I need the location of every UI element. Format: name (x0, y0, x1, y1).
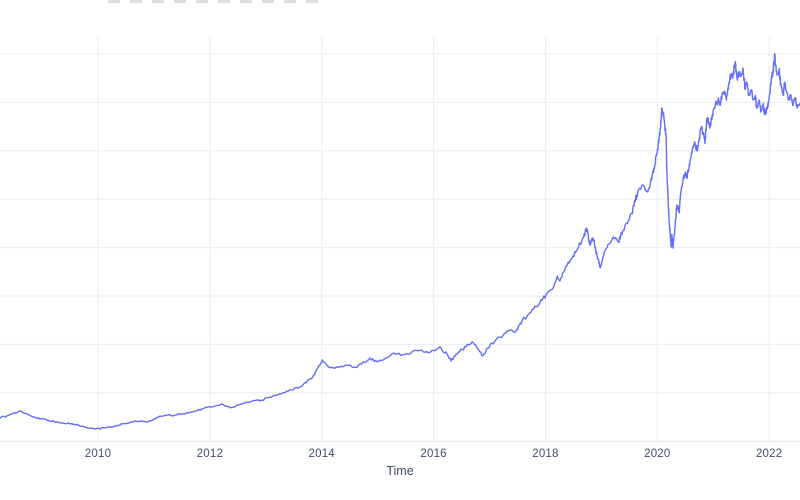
x-tick-label: 2018 (532, 448, 559, 460)
x-tick-label: 2010 (84, 448, 112, 460)
price-line (0, 53, 800, 430)
x-tick-label: 2012 (196, 448, 224, 460)
x-tick-label: 2020 (644, 448, 671, 460)
x-tick-label: 2014 (308, 448, 335, 460)
x-tick-label: 2022 (755, 448, 783, 460)
x-axis-title: Time (386, 464, 414, 478)
cropped-title-artifact (108, 0, 322, 3)
horizontal-gridlines (0, 53, 800, 442)
x-tick-label: 2016 (420, 448, 447, 460)
vertical-gridlines (97, 37, 770, 442)
